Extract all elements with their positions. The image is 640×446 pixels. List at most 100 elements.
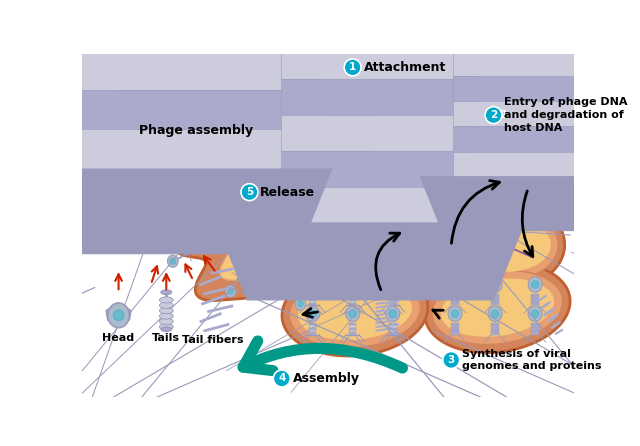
Ellipse shape	[246, 205, 253, 212]
Bar	[389, 323, 397, 325]
Bar	[531, 301, 539, 303]
Bar	[349, 298, 356, 301]
Ellipse shape	[108, 303, 129, 328]
Text: Tails: Tails	[152, 334, 180, 343]
Ellipse shape	[228, 288, 234, 294]
Ellipse shape	[432, 271, 563, 345]
Bar	[349, 296, 356, 298]
Ellipse shape	[531, 310, 539, 318]
Polygon shape	[113, 100, 374, 251]
Bar	[531, 298, 539, 301]
Bar	[451, 303, 459, 306]
Bar	[531, 325, 539, 328]
Bar	[531, 332, 539, 334]
Bar	[389, 325, 397, 328]
Polygon shape	[452, 126, 604, 152]
Polygon shape	[431, 0, 625, 26]
Polygon shape	[216, 223, 524, 300]
Ellipse shape	[386, 277, 399, 292]
Bar	[492, 301, 499, 303]
Ellipse shape	[438, 196, 564, 289]
Bar	[308, 294, 316, 296]
Ellipse shape	[269, 144, 280, 156]
Polygon shape	[97, 0, 290, 59]
Bar	[451, 296, 459, 298]
Bar	[492, 323, 499, 325]
Bar	[492, 328, 499, 330]
Bar	[349, 328, 356, 330]
Bar	[492, 332, 499, 334]
Bar	[451, 298, 459, 301]
Circle shape	[443, 351, 460, 368]
Ellipse shape	[244, 202, 256, 215]
Polygon shape	[262, 43, 478, 79]
FancyArrowPatch shape	[243, 341, 403, 371]
Polygon shape	[44, 129, 281, 169]
Ellipse shape	[159, 324, 173, 330]
Ellipse shape	[225, 285, 236, 297]
Ellipse shape	[386, 306, 399, 322]
Circle shape	[485, 107, 502, 124]
Text: 4: 4	[278, 373, 285, 384]
Text: 2: 2	[499, 110, 506, 120]
Text: 3: 3	[447, 355, 455, 365]
Polygon shape	[106, 303, 131, 320]
Bar	[308, 330, 316, 332]
Ellipse shape	[168, 255, 178, 268]
Bar	[451, 323, 459, 325]
Bar	[308, 298, 316, 301]
Bar	[389, 296, 397, 298]
Text: Entry of phage DNA
and degradation of
host DNA: Entry of phage DNA and degradation of ho…	[504, 97, 628, 133]
Circle shape	[273, 370, 291, 387]
Polygon shape	[452, 26, 604, 51]
Bar	[451, 332, 459, 334]
Polygon shape	[262, 187, 478, 223]
Ellipse shape	[168, 203, 174, 209]
Bar	[389, 298, 397, 301]
Ellipse shape	[528, 277, 542, 292]
Ellipse shape	[531, 281, 539, 289]
Polygon shape	[108, 0, 301, 90]
Bar	[349, 332, 356, 334]
Polygon shape	[130, 54, 323, 150]
Bar	[349, 325, 356, 328]
Polygon shape	[44, 90, 281, 129]
Ellipse shape	[161, 290, 172, 294]
Ellipse shape	[412, 202, 422, 214]
Ellipse shape	[492, 310, 499, 318]
Bar	[492, 294, 499, 296]
Ellipse shape	[444, 204, 558, 280]
Bar	[308, 303, 316, 306]
Bar	[492, 303, 499, 306]
Bar	[308, 296, 316, 298]
Ellipse shape	[159, 302, 173, 308]
Bar	[349, 301, 356, 303]
Ellipse shape	[298, 241, 435, 313]
Ellipse shape	[410, 0, 640, 15]
Ellipse shape	[159, 308, 173, 314]
Bar	[349, 323, 356, 325]
Ellipse shape	[166, 200, 176, 212]
Ellipse shape	[425, 263, 570, 353]
Ellipse shape	[448, 277, 462, 292]
Polygon shape	[41, 0, 281, 3]
Ellipse shape	[159, 313, 173, 319]
Bar	[308, 323, 316, 325]
Ellipse shape	[330, 204, 342, 218]
Polygon shape	[86, 0, 279, 29]
Bar	[389, 294, 397, 296]
Ellipse shape	[306, 306, 319, 322]
Ellipse shape	[170, 258, 176, 264]
Ellipse shape	[359, 277, 370, 289]
Ellipse shape	[349, 281, 356, 289]
Polygon shape	[420, 177, 636, 231]
Bar	[389, 330, 397, 332]
Ellipse shape	[452, 212, 550, 272]
Ellipse shape	[199, 157, 209, 169]
Ellipse shape	[159, 318, 173, 325]
Bar	[492, 298, 499, 301]
Text: Release: Release	[260, 186, 316, 198]
Polygon shape	[186, 156, 395, 283]
Bar	[349, 330, 356, 332]
Text: 2: 2	[490, 110, 497, 120]
